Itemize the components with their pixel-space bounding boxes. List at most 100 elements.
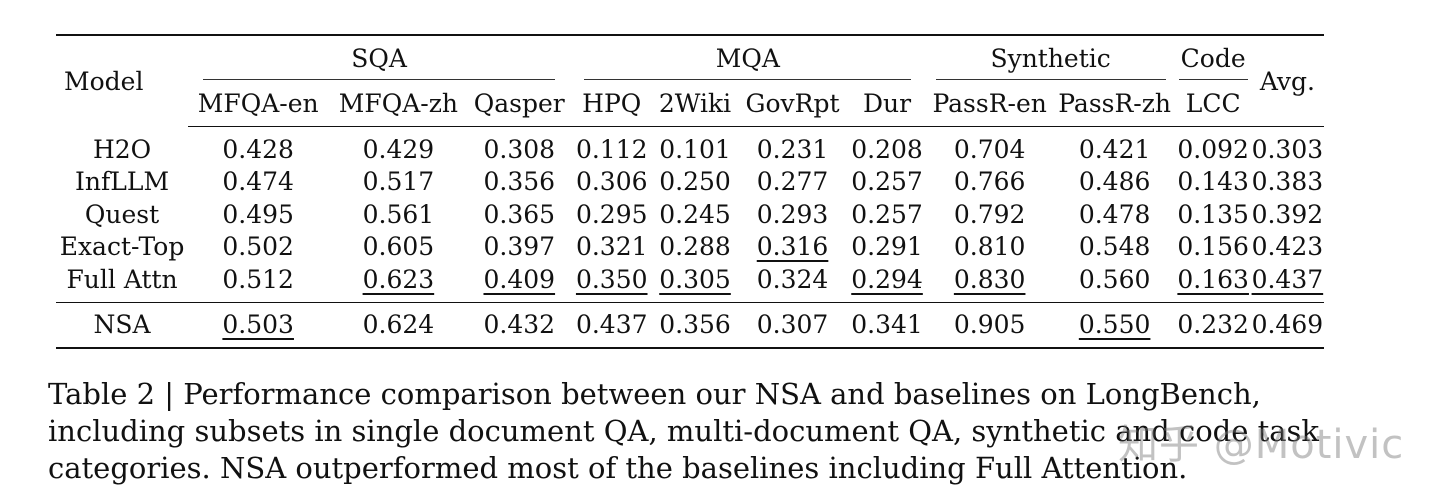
score-cell: 0.704 — [953, 134, 1026, 164]
column-header: MFQA-en — [188, 80, 329, 127]
model-name: H2O — [92, 134, 152, 164]
score-cell: 0.291 — [851, 232, 923, 262]
score-cell: 0.428 — [222, 134, 294, 164]
score-cell: 0.231 — [756, 134, 829, 164]
model-header: Model — [56, 34, 189, 127]
score-cell: 0.512 — [188, 263, 329, 303]
group-header-row: Model SQA MQA Synthetic Code Avg. — [56, 34, 1324, 127]
model-name: Quest — [84, 199, 160, 229]
score-cell: 0.350 — [570, 263, 654, 303]
score-cell: 0.429 — [362, 134, 435, 164]
score-cell: 0.548 — [1078, 232, 1151, 262]
table-row: Exact-Top 0.502 0.605 0.397 0.321 0.288 … — [56, 231, 1324, 264]
score-cell: 0.495 — [222, 199, 294, 229]
model-name: InfLLM — [75, 167, 170, 197]
column-header: Qasper — [468, 80, 571, 127]
column-header-row: MFQA-en MFQA-zh Qasper HPQ 2Wiki GovRpt … — [56, 80, 1324, 127]
score-cell: 0.905 — [925, 302, 1054, 349]
score-cell: 0.092 — [1177, 134, 1249, 164]
column-header: MFQA-zh — [328, 80, 469, 127]
column-header: Dur — [848, 80, 926, 127]
column-header: LCC — [1175, 80, 1251, 127]
score-cell: 0.143 — [1177, 167, 1249, 197]
score-cell: 0.392 — [1251, 199, 1324, 229]
score-cell: 0.383 — [1251, 167, 1324, 197]
score-cell: 0.550 — [1053, 302, 1176, 349]
model-name: Exact-Top — [59, 232, 185, 262]
table-row: H2O 0.428 0.429 0.308 0.112 0.101 0.231 … — [56, 127, 1324, 166]
score-cell: 0.101 — [659, 134, 731, 164]
score-cell: 0.503 — [188, 302, 329, 349]
score-cell: 0.295 — [575, 199, 648, 229]
score-cell: 0.316 — [756, 232, 829, 262]
table-row-nsa: NSA 0.503 0.624 0.432 0.437 0.356 0.307 … — [56, 302, 1324, 349]
table-row: Quest 0.495 0.561 0.365 0.295 0.245 0.29… — [56, 198, 1324, 231]
score-cell: 0.423 — [1251, 232, 1324, 262]
avg-header: Avg. — [1250, 34, 1324, 127]
score-cell: 0.517 — [362, 167, 435, 197]
sqa-group-header: SQA — [188, 34, 571, 80]
score-cell: 0.486 — [1078, 167, 1151, 197]
score-cell: 0.208 — [851, 134, 923, 164]
score-cell: 0.156 — [1177, 232, 1249, 262]
score-cell: 0.469 — [1250, 302, 1324, 349]
column-header: PassR-en — [925, 80, 1054, 127]
score-cell: 0.623 — [328, 263, 469, 303]
score-cell: 0.624 — [328, 302, 469, 349]
column-header: HPQ — [570, 80, 654, 127]
score-cell: 0.250 — [659, 167, 731, 197]
score-cell: 0.257 — [851, 199, 923, 229]
score-cell: 0.163 — [1175, 263, 1251, 303]
score-cell: 0.257 — [851, 167, 923, 197]
score-cell: 0.560 — [1053, 263, 1176, 303]
score-cell: 0.810 — [953, 232, 1026, 262]
score-cell: 0.605 — [362, 232, 435, 262]
score-cell: 0.478 — [1078, 199, 1151, 229]
code-group-header: Code — [1175, 34, 1251, 80]
column-header: 2Wiki — [653, 80, 737, 127]
score-cell: 0.437 — [1250, 263, 1324, 303]
watermark: 知乎 @Motivic — [1118, 422, 1405, 468]
score-cell: 0.305 — [653, 263, 737, 303]
table-row: Full Attn 0.512 0.623 0.409 0.350 0.305 … — [56, 263, 1324, 303]
column-header: PassR-zh — [1053, 80, 1176, 127]
score-cell: 0.341 — [848, 302, 926, 349]
score-cell: 0.792 — [953, 199, 1026, 229]
score-cell: 0.766 — [953, 167, 1026, 197]
table-caption: Table 2 | Performance comparison between… — [48, 377, 1320, 485]
score-cell: 0.303 — [1251, 134, 1324, 164]
score-cell: 0.437 — [570, 302, 654, 349]
table-row: InfLLM 0.474 0.517 0.356 0.306 0.250 0.2… — [56, 166, 1324, 199]
score-cell: 0.135 — [1177, 199, 1249, 229]
score-cell: 0.277 — [756, 167, 829, 197]
column-header: GovRpt — [736, 80, 849, 127]
score-cell: 0.432 — [468, 302, 571, 349]
score-cell: 0.474 — [222, 167, 294, 197]
mqa-group-header: MQA — [570, 34, 926, 80]
score-cell: 0.293 — [756, 199, 829, 229]
score-cell: 0.294 — [848, 263, 926, 303]
score-cell: 0.830 — [925, 263, 1054, 303]
score-cell: 0.421 — [1078, 134, 1151, 164]
score-cell: 0.112 — [575, 134, 648, 164]
score-cell: 0.365 — [483, 199, 556, 229]
synthetic-group-header: Synthetic — [925, 34, 1176, 80]
score-cell: 0.397 — [483, 232, 556, 262]
score-cell: 0.561 — [362, 199, 435, 229]
score-cell: 0.321 — [575, 232, 648, 262]
score-cell: 0.232 — [1175, 302, 1251, 349]
score-cell: 0.356 — [483, 167, 556, 197]
score-cell: 0.308 — [483, 134, 556, 164]
results-table: Model SQA MQA Synthetic Code Avg. MFQA-e… — [56, 34, 1324, 349]
score-cell: 0.306 — [575, 167, 648, 197]
model-name: Full Attn — [56, 263, 189, 303]
score-cell: 0.324 — [736, 263, 849, 303]
score-cell: 0.288 — [659, 232, 731, 262]
model-name: NSA — [56, 302, 189, 349]
score-cell: 0.356 — [653, 302, 737, 349]
score-cell: 0.409 — [468, 263, 571, 303]
score-cell: 0.502 — [222, 232, 294, 262]
score-cell: 0.245 — [659, 199, 731, 229]
score-cell: 0.307 — [736, 302, 849, 349]
